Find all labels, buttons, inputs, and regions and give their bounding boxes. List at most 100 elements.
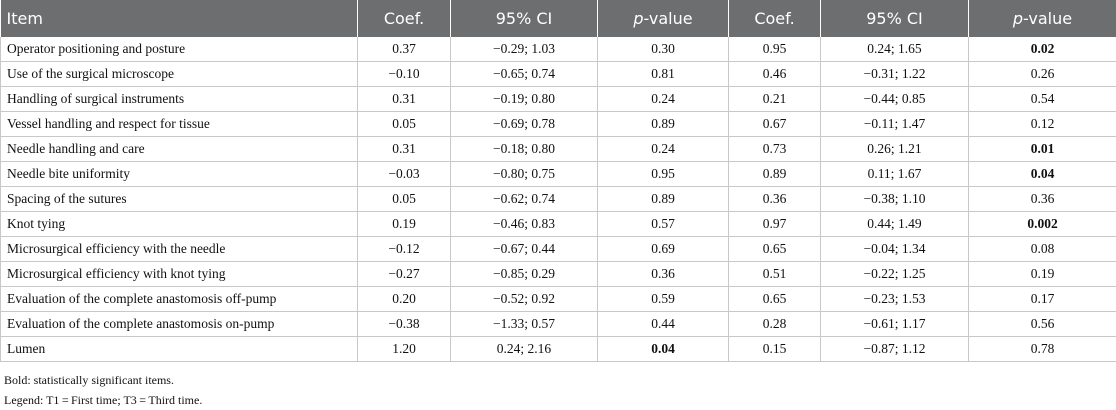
table-cell: −0.18; 0.80 [450, 136, 598, 162]
table-cell: 0.31 [357, 136, 451, 162]
table-cell: Microsurgical efficiency with the needle [0, 236, 358, 262]
table-row: Lumen 1.20 0.24; 2.16 0.04 0.15 −0.87; 1.12 0.… [0, 336, 1116, 362]
table-cell: Use of the surgical microscope [0, 61, 358, 87]
table-cell: −0.12 [357, 236, 451, 262]
table-cell: 0.65 [728, 236, 821, 262]
table-cell: 0.002 [968, 211, 1116, 237]
table-cell: Operator positioning and posture [0, 37, 358, 62]
table-cell: −0.31; 1.22 [820, 61, 969, 87]
header-cell: Coef. [357, 0, 451, 37]
header-cell: p-value [968, 0, 1116, 37]
table-row: Microsurgical efficiency with the needle… [0, 236, 1116, 262]
table-cell: 0.36 [968, 186, 1116, 212]
table-cell: 0.44; 1.49 [820, 211, 969, 237]
table-cell: 0.01 [968, 136, 1116, 162]
table-cell: 0.19 [357, 211, 451, 237]
table-cell: −0.29; 1.03 [450, 37, 598, 62]
results-table: Item Coef. 95% CI p-value Coef. 95% CI p-value… [0, 0, 1116, 362]
table-cell: −0.23; 1.53 [820, 286, 969, 312]
table-row: Needle bite uniformity −0.03 −0.80; 0.75 0.… [0, 161, 1116, 187]
table-cell: Microsurgical efficiency with knot tying [0, 261, 358, 287]
table-cell: 0.24 [597, 136, 729, 162]
table-cell: 0.54 [968, 86, 1116, 112]
table-cell: −0.19; 0.80 [450, 86, 598, 112]
table-cell: −0.62; 0.74 [450, 186, 598, 212]
table-cell: 0.95 [597, 161, 729, 187]
table-cell: −0.69; 0.78 [450, 111, 598, 137]
table-cell: 0.57 [597, 211, 729, 237]
footnotes: Bold: statistically significant items. Le… [0, 362, 1116, 410]
table-cell: 0.30 [597, 37, 729, 62]
table-row: Evaluation of the complete anastomosis o… [0, 311, 1116, 337]
header-cell: 95% CI [820, 0, 969, 37]
table-row: Microsurgical efficiency with knot tying… [0, 261, 1116, 287]
table-cell: 0.11; 1.67 [820, 161, 969, 187]
table-cell: 0.37 [357, 37, 451, 62]
table-row: Handling of surgical instruments 0.31 −0.1… [0, 86, 1116, 112]
table-cell: 0.24; 1.65 [820, 37, 969, 62]
table-cell: −0.87; 1.12 [820, 336, 969, 362]
table-cell: 0.65 [728, 286, 821, 312]
header-row: Item Coef. 95% CI p-value Coef. 95% CI p-value [0, 0, 1116, 37]
table-cell: 0.69 [597, 236, 729, 262]
table-cell: −0.10 [357, 61, 451, 87]
table-cell: 0.73 [728, 136, 821, 162]
table-cell: −0.80; 0.75 [450, 161, 598, 187]
table-cell: 0.26; 1.21 [820, 136, 969, 162]
table-row: Needle handling and care 0.31 −0.18; 0.80 0… [0, 136, 1116, 162]
footnote: Bold: statistically significant items. [4, 373, 174, 387]
table-cell: 0.24; 2.16 [450, 336, 598, 362]
table-cell: Evaluation of the complete anastomosis o… [0, 286, 358, 312]
table-cell: 0.21 [728, 86, 821, 112]
table-cell: 0.89 [728, 161, 821, 187]
table-cell: −0.44; 0.85 [820, 86, 969, 112]
table-cell: −0.11; 1.47 [820, 111, 969, 137]
table-row: Spacing of the sutures 0.05 −0.62; 0.74 0.8… [0, 186, 1116, 212]
table-cell: Handling of surgical instruments [0, 86, 358, 112]
table-cell: Spacing of the sutures [0, 186, 358, 212]
table-cell: −0.38; 1.10 [820, 186, 969, 212]
table-cell: −0.03 [357, 161, 451, 187]
table-cell: 0.97 [728, 211, 821, 237]
table-cell: −0.46; 0.83 [450, 211, 598, 237]
table-cell: 0.15 [728, 336, 821, 362]
table-cell: 0.20 [357, 286, 451, 312]
table-cell: Knot tying [0, 211, 358, 237]
table-cell: −0.04; 1.34 [820, 236, 969, 262]
table-cell: 0.04 [968, 161, 1116, 187]
table-cell: 0.17 [968, 286, 1116, 312]
table-cell: 0.02 [968, 37, 1116, 62]
table-cell: −0.52; 0.92 [450, 286, 598, 312]
table-row: Knot tying 0.19 −0.46; 0.83 0.57 0.97 0.44; 1… [0, 211, 1116, 237]
header-cell: 95% CI [450, 0, 598, 37]
table-cell: 0.36 [597, 261, 729, 287]
table-cell: −0.65; 0.74 [450, 61, 598, 87]
table-cell: Vessel handling and respect for tissue [0, 111, 358, 137]
table-cell: −0.67; 0.44 [450, 236, 598, 262]
table-body: Operator positioning and posture 0.37 −0.2… [0, 37, 1116, 362]
header-cell: Coef. [728, 0, 821, 37]
table-cell: 0.26 [968, 61, 1116, 87]
table-cell: 0.28 [728, 311, 821, 337]
table-cell: 0.36 [728, 186, 821, 212]
table-cell: 0.46 [728, 61, 821, 87]
table-cell: 0.67 [728, 111, 821, 137]
table-cell: Needle handling and care [0, 136, 358, 162]
table-cell: 0.44 [597, 311, 729, 337]
table-cell: 0.05 [357, 111, 451, 137]
table-cell: Evaluation of the complete anastomosis o… [0, 311, 358, 337]
table-cell: −1.33; 0.57 [450, 311, 598, 337]
table-cell: −0.27 [357, 261, 451, 287]
footnote: Legend: T1 = First time; T3 = Third time… [4, 393, 203, 407]
table-cell: 0.59 [597, 286, 729, 312]
table-cell: −0.22; 1.25 [820, 261, 969, 287]
table-row: Vessel handling and respect for tissue 0.… [0, 111, 1116, 137]
table-cell: Lumen [0, 336, 358, 362]
table-cell: 0.51 [728, 261, 821, 287]
table-row: Operator positioning and posture 0.37 −0.2… [0, 37, 1116, 62]
header-cell: p-value [597, 0, 729, 37]
table-cell: −0.85; 0.29 [450, 261, 598, 287]
table-cell: 0.24 [597, 86, 729, 112]
table-row: Evaluation of the complete anastomosis o… [0, 286, 1116, 312]
